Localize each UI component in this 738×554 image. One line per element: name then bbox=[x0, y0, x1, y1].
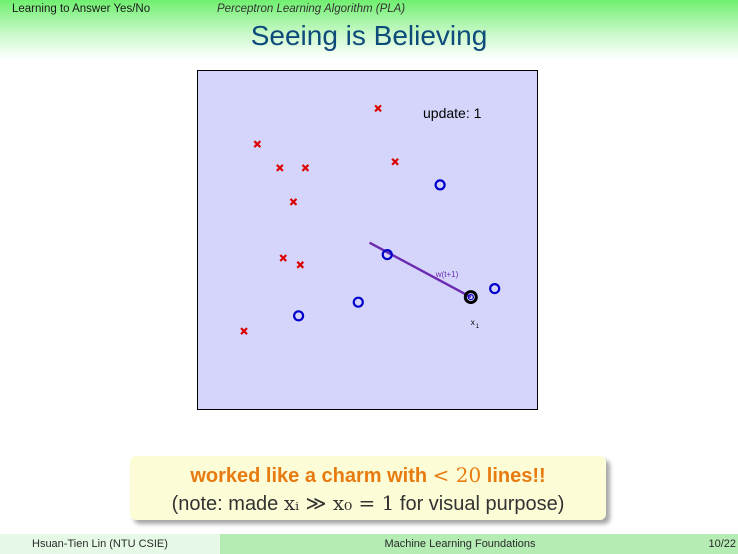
negative-point bbox=[296, 261, 305, 269]
positive-point bbox=[489, 283, 501, 295]
weight-vector-line bbox=[368, 241, 472, 299]
negative-point bbox=[289, 198, 298, 206]
callout-line-1-suffix: lines!! bbox=[481, 465, 546, 487]
negative-point bbox=[276, 164, 284, 172]
callout-line-2-suffix: for visual purpose) bbox=[394, 493, 565, 515]
negative-point bbox=[301, 164, 310, 172]
weight-vector-label: w(t+1) bbox=[435, 270, 459, 279]
update-label: update: 1 bbox=[423, 105, 482, 121]
callout-box: worked like a charm with < 20 lines!! (n… bbox=[130, 456, 606, 520]
negative-point bbox=[240, 327, 248, 335]
negative-point bbox=[253, 140, 262, 148]
callout-line-2-prefix: (note: made bbox=[171, 493, 284, 515]
negative-point bbox=[279, 254, 288, 262]
nav-subsection-title[interactable]: Perceptron Learning Algorithm (PLA) bbox=[217, 3, 406, 15]
highlighted-point-inner bbox=[467, 294, 474, 301]
callout-line-1: worked like a charm with < 20 lines!! bbox=[130, 462, 606, 489]
positive-point bbox=[381, 249, 393, 261]
negative-point bbox=[391, 158, 399, 166]
pla-plot: update: 1 w(t+1) x 1 bbox=[197, 70, 538, 410]
negative-point bbox=[374, 104, 382, 113]
callout-line-2-math: xᵢ ≫ x₀ = 1 bbox=[283, 491, 395, 515]
footer-author: Hsuan-Tien Lin (NTU CSIE) bbox=[0, 534, 220, 554]
highlighted-point-x1 bbox=[463, 290, 478, 305]
callout-line-1-math: < 20 bbox=[432, 463, 482, 487]
footer-course: Machine Learning Foundations bbox=[220, 534, 700, 554]
footer: Hsuan-Tien Lin (NTU CSIE) Machine Learni… bbox=[0, 534, 738, 554]
nav-section-title[interactable]: Learning to Answer Yes/No bbox=[12, 3, 151, 15]
callout-line-2: (note: made xᵢ ≫ x₀ = 1 for visual purpo… bbox=[130, 489, 606, 518]
callout-line-1-prefix: worked like a charm with bbox=[190, 465, 433, 487]
slide-title: Seeing is Believing bbox=[250, 20, 488, 51]
x1-label-subscript: 1 bbox=[476, 324, 480, 330]
footer-page-number: 10/22 bbox=[700, 534, 738, 554]
positive-point bbox=[434, 179, 446, 191]
positive-point bbox=[352, 296, 364, 308]
pla-plot-svg: update: 1 w(t+1) x 1 bbox=[240, 104, 501, 335]
positive-point bbox=[292, 310, 305, 322]
x1-label: x bbox=[471, 318, 475, 327]
